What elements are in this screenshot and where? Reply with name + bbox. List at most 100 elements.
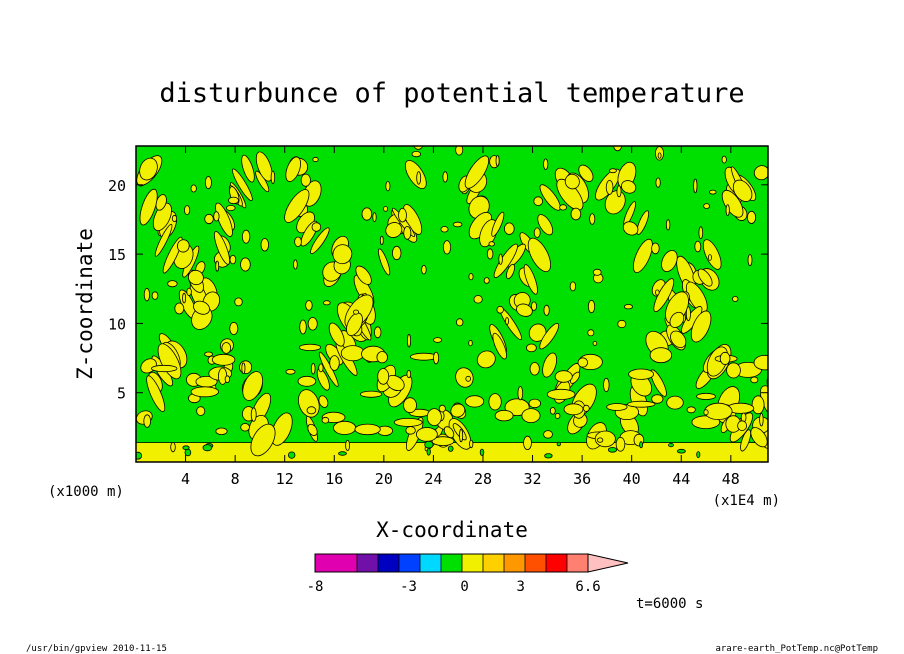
positive-anomaly-cell: [746, 210, 757, 224]
positive-anomaly-cell: [503, 222, 515, 235]
positive-anomaly-cell: [504, 317, 509, 325]
positive-anomaly-patch: [831, 257, 852, 276]
positive-anomaly-patch: [702, 239, 722, 270]
positive-anomaly-patch: [766, 376, 793, 416]
positive-anomaly-cell: [406, 333, 411, 348]
positive-anomaly-cell: [554, 412, 561, 419]
positive-anomaly-cell: [613, 146, 623, 152]
positive-anomaly-patch: [528, 398, 542, 409]
x-tick-label: 44: [672, 470, 690, 488]
colorbar: -8 -3 0 3 6.6: [307, 553, 629, 595]
positive-anomaly-cell: [416, 171, 422, 185]
positive-anomaly-patch: [784, 336, 811, 368]
negative-anomaly-cell: [696, 451, 701, 459]
positive-anomaly-cell: [241, 362, 246, 375]
positive-anomaly-cell: [167, 280, 178, 288]
positive-anomaly-cell: [592, 340, 598, 346]
colorbar-label: -3: [400, 579, 417, 595]
positive-anomaly-patch: [636, 210, 650, 235]
positive-anomaly-patch: [476, 350, 496, 369]
colorbar-swatch: [315, 554, 337, 572]
positive-anomaly-patch: [865, 198, 889, 222]
positive-anomaly-cell: [229, 254, 237, 265]
positive-anomaly-cell: [228, 196, 239, 205]
colorbar-swatch: [420, 554, 442, 572]
positive-anomaly-patch: [250, 423, 276, 457]
positive-anomaly-cell: [615, 436, 626, 452]
positive-anomaly-cell: [587, 299, 596, 314]
positive-anomaly-patch: [150, 364, 178, 373]
positive-anomaly-patch: [825, 281, 847, 308]
positive-anomaly-cell: [374, 326, 382, 339]
positive-anomaly-cell: [322, 300, 331, 306]
positive-anomaly-patch: [193, 300, 210, 315]
positive-anomaly-cell: [411, 151, 422, 158]
positive-anomaly-cell: [737, 420, 747, 432]
colorbar-swatch: [462, 554, 484, 572]
positive-anomaly-cell: [352, 309, 359, 315]
positive-anomaly-patch: [355, 265, 372, 285]
positive-anomaly-cell: [592, 268, 602, 276]
positive-anomaly-cell: [759, 413, 764, 427]
positive-anomaly-patch: [527, 237, 552, 273]
positive-anomaly-cell: [732, 295, 739, 302]
positive-anomaly-patch: [213, 231, 231, 265]
positive-anomaly-cell: [196, 406, 206, 416]
positive-anomaly-cell: [531, 301, 538, 311]
positive-anomaly-patch: [872, 172, 893, 199]
positive-anomaly-patch: [49, 324, 76, 353]
positive-anomaly-cell: [685, 306, 691, 322]
positive-anomaly-patch: [491, 211, 505, 237]
positive-anomaly-patch: [241, 154, 255, 183]
positive-anomaly-patch: [298, 343, 322, 351]
negative-anomaly-cell: [184, 448, 192, 457]
negative-anomaly-cell: [668, 442, 674, 448]
positive-anomaly-patch: [885, 189, 904, 212]
positive-anomaly-patch: [826, 241, 860, 280]
positive-anomaly-cell: [226, 204, 236, 211]
positive-anomaly-patch: [285, 156, 301, 182]
positive-anomaly-patch: [697, 268, 713, 287]
positive-anomaly-cell: [221, 342, 232, 354]
x-tick-label: 32: [524, 470, 542, 488]
positive-anomaly-patch: [0, 238, 15, 262]
positive-anomaly-patch: [464, 395, 485, 408]
temperature-field: [0, 146, 904, 462]
positive-anomaly-patch: [796, 372, 817, 391]
footer-right: arare-earth_PotTemp.nc@PotTemp: [715, 644, 878, 654]
positive-anomaly-cell: [285, 368, 296, 375]
positive-anomaly-patch: [649, 347, 673, 364]
positive-anomaly-patch: [385, 222, 403, 238]
positive-anomaly-patch: [31, 316, 57, 345]
positive-anomaly-patch: [464, 155, 490, 189]
colorbar-overflow-arrow: [587, 553, 629, 573]
positive-anomaly-patch: [829, 282, 853, 317]
positive-anomaly-cell: [483, 277, 490, 284]
negative-anomaly-cell: [447, 445, 454, 452]
positive-anomaly-cell: [469, 439, 474, 449]
positive-anomaly-patch: [139, 188, 158, 226]
positive-anomaly-patch: [255, 151, 273, 182]
positive-anomaly-cell: [213, 211, 220, 222]
negative-anomaly-cell: [639, 441, 643, 449]
colorbar-frame: [314, 553, 589, 573]
positive-anomaly-patch: [620, 180, 637, 194]
positive-anomaly-patch: [632, 238, 653, 274]
positive-anomaly-cell: [143, 414, 152, 428]
positive-anomaly-patch: [753, 354, 768, 371]
positive-anomaly-cell: [609, 168, 617, 174]
positive-anomaly-cell: [559, 204, 567, 211]
positive-anomaly-patch: [582, 404, 590, 412]
positive-anomaly-cell: [204, 176, 212, 190]
positive-anomaly-cell: [523, 435, 532, 450]
colorbar-swatch: [441, 554, 463, 572]
positive-anomaly-patch: [542, 352, 557, 378]
negative-anomaly-cell: [182, 445, 190, 451]
positive-anomaly-patch: [455, 367, 474, 388]
positive-anomaly-patch: [187, 269, 204, 286]
positive-anomaly-cell: [300, 173, 311, 187]
positive-anomaly-patch: [606, 403, 628, 411]
time-annotation: t=6000 s: [636, 596, 703, 612]
positive-anomaly-cell: [143, 288, 150, 302]
positive-anomaly-cell: [151, 291, 159, 300]
